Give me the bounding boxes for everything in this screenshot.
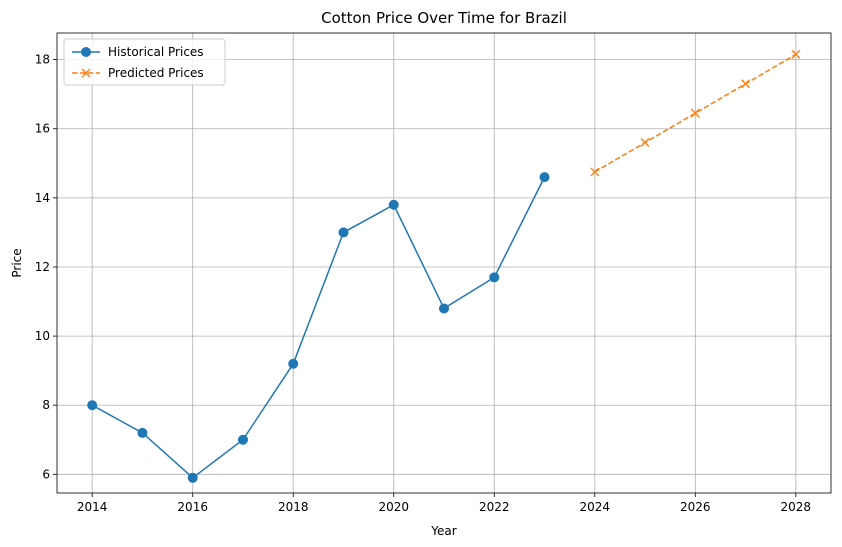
data-point-marker <box>539 172 550 183</box>
data-point-marker <box>439 303 449 314</box>
series-predicted-prices <box>590 49 801 177</box>
x-tick-label: 2014 <box>77 500 108 514</box>
y-tick-label: 6 <box>42 467 50 481</box>
x-tick-label: 2026 <box>680 500 711 514</box>
legend-entry-label: Historical Prices <box>108 45 204 59</box>
data-point-marker <box>87 400 98 411</box>
y-tick-label: 12 <box>35 260 50 274</box>
legend: Historical Prices Predicted Prices <box>63 38 226 86</box>
data-point-marker <box>81 47 91 57</box>
y-tick-label: 18 <box>35 53 50 67</box>
data-point-marker <box>791 49 801 59</box>
series-line <box>91 176 546 479</box>
data-point-marker <box>187 472 198 483</box>
x-tick-label: 2022 <box>479 500 510 514</box>
y-tick-label: 8 <box>42 398 50 412</box>
data-point-marker <box>288 358 299 369</box>
series-layer <box>87 49 801 483</box>
y-tick-label: 10 <box>35 329 50 343</box>
y-axis-label: Price <box>10 248 24 277</box>
chart-title: Cotton Price Over Time for Brazil <box>321 9 567 27</box>
data-point-marker <box>741 79 751 89</box>
x-tick-label: 2016 <box>177 500 208 514</box>
data-point-marker <box>237 434 248 445</box>
data-point-marker <box>590 167 600 177</box>
x-axis-label: Year <box>430 524 456 538</box>
data-point-marker <box>489 272 500 283</box>
axis-ticks: 2014 2016 2018 2020 2022 2024 2026 2028 6 8 10 12 14… <box>35 53 811 514</box>
x-tick-label: 2020 <box>378 500 409 514</box>
x-tick-label: 2018 <box>278 500 309 514</box>
data-point-marker <box>338 227 349 238</box>
data-point-marker <box>81 68 91 78</box>
data-point-marker <box>137 427 148 438</box>
legend-box <box>63 38 226 86</box>
data-point-marker <box>388 199 399 210</box>
series-historical-prices <box>87 172 550 483</box>
x-tick-label: 2024 <box>580 500 611 514</box>
y-tick-label: 16 <box>35 122 50 136</box>
data-point-marker <box>690 108 700 118</box>
data-point-marker <box>640 138 650 148</box>
legend-entry-label: Predicted Prices <box>108 66 204 80</box>
y-tick-label: 14 <box>35 191 50 205</box>
plot-frame <box>56 32 832 494</box>
grid-lines <box>57 33 831 493</box>
x-tick-label: 2028 <box>781 500 812 514</box>
series-line <box>594 53 797 173</box>
